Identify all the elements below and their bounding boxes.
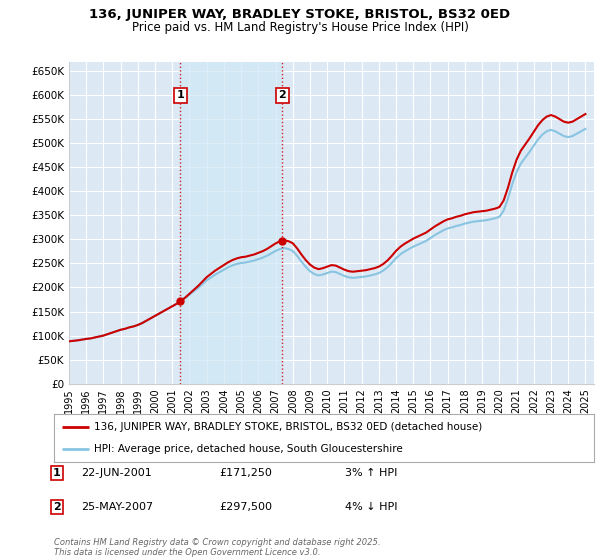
Text: 1: 1 bbox=[176, 90, 184, 100]
Text: Price paid vs. HM Land Registry's House Price Index (HPI): Price paid vs. HM Land Registry's House … bbox=[131, 21, 469, 34]
Text: 4% ↓ HPI: 4% ↓ HPI bbox=[345, 502, 398, 512]
Bar bbox=[181, 62, 282, 384]
Text: £297,500: £297,500 bbox=[219, 502, 272, 512]
Text: £171,250: £171,250 bbox=[219, 468, 272, 478]
Text: 3% ↑ HPI: 3% ↑ HPI bbox=[345, 468, 397, 478]
Text: 136, JUNIPER WAY, BRADLEY STOKE, BRISTOL, BS32 0ED (detached house): 136, JUNIPER WAY, BRADLEY STOKE, BRISTOL… bbox=[95, 422, 483, 432]
Text: 25-MAY-2007: 25-MAY-2007 bbox=[81, 502, 153, 512]
Text: 136, JUNIPER WAY, BRADLEY STOKE, BRISTOL, BS32 0ED: 136, JUNIPER WAY, BRADLEY STOKE, BRISTOL… bbox=[89, 8, 511, 21]
Text: 22-JUN-2001: 22-JUN-2001 bbox=[81, 468, 152, 478]
Text: 1: 1 bbox=[53, 468, 61, 478]
Text: Contains HM Land Registry data © Crown copyright and database right 2025.
This d: Contains HM Land Registry data © Crown c… bbox=[54, 538, 380, 557]
Text: 2: 2 bbox=[53, 502, 61, 512]
Text: HPI: Average price, detached house, South Gloucestershire: HPI: Average price, detached house, Sout… bbox=[95, 444, 403, 454]
Text: 2: 2 bbox=[278, 90, 286, 100]
